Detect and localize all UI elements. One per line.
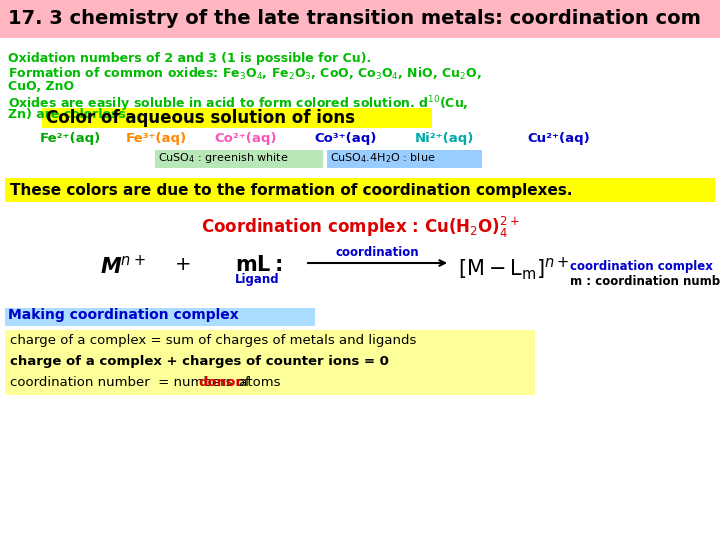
Text: Fe²⁺(aq): Fe²⁺(aq) bbox=[40, 132, 102, 145]
Text: +: + bbox=[175, 255, 192, 274]
Text: Color of aqueous solution of ions: Color of aqueous solution of ions bbox=[46, 109, 355, 127]
Text: donor: donor bbox=[199, 376, 243, 389]
Text: CuO, ZnO: CuO, ZnO bbox=[8, 80, 74, 93]
Bar bbox=[5, 330, 535, 395]
Text: 17. 3 chemistry of the late transition metals: coordination com: 17. 3 chemistry of the late transition m… bbox=[8, 10, 701, 29]
Bar bbox=[5, 308, 315, 326]
Text: atoms: atoms bbox=[235, 376, 280, 389]
Text: mL$\mathbf{:}$: mL$\mathbf{:}$ bbox=[235, 255, 282, 275]
Bar bbox=[327, 150, 482, 168]
Bar bbox=[155, 150, 323, 168]
Text: Coordination complex : Cu(H$_2$O)$_4^{2+}$: Coordination complex : Cu(H$_2$O)$_4^{2+… bbox=[201, 215, 519, 240]
Text: Oxidation numbers of 2 and 3 (1 is possible for Cu).: Oxidation numbers of 2 and 3 (1 is possi… bbox=[8, 52, 372, 65]
Text: Co²⁺(aq): Co²⁺(aq) bbox=[214, 132, 276, 145]
Text: coordination: coordination bbox=[336, 246, 419, 259]
Text: Making coordination complex: Making coordination complex bbox=[8, 308, 239, 322]
Text: Oxides are easily soluble in acid to form colored solution. d$^{10}$(Cu,: Oxides are easily soluble in acid to for… bbox=[8, 94, 469, 113]
Bar bbox=[0, 0, 720, 38]
Text: Ni²⁺(aq): Ni²⁺(aq) bbox=[415, 132, 474, 145]
Text: Cu²⁺(aq): Cu²⁺(aq) bbox=[527, 132, 590, 145]
Text: charge of a complex + charges of counter ions = 0: charge of a complex + charges of counter… bbox=[10, 355, 389, 368]
Text: m : coordination number: m : coordination number bbox=[570, 275, 720, 288]
Text: Zn) are colorless.: Zn) are colorless. bbox=[8, 108, 130, 121]
Text: M$^{n+}$: M$^{n+}$ bbox=[100, 255, 145, 278]
Bar bbox=[5, 178, 715, 202]
Text: charge of a complex = sum of charges of metals and ligands: charge of a complex = sum of charges of … bbox=[10, 334, 416, 347]
Text: $\left[\mathrm{M{\rm -}L_m}\right]^{n+}$: $\left[\mathrm{M{\rm -}L_m}\right]^{n+}$ bbox=[458, 255, 570, 282]
Text: Fe³⁺(aq): Fe³⁺(aq) bbox=[126, 132, 187, 145]
Text: Ligand: Ligand bbox=[235, 273, 279, 286]
Bar bbox=[42, 108, 432, 128]
Text: CuSO$_4$ : greenish white: CuSO$_4$ : greenish white bbox=[158, 151, 289, 165]
Text: Co³⁺(aq): Co³⁺(aq) bbox=[314, 132, 377, 145]
Text: coordination number  = numbers of: coordination number = numbers of bbox=[10, 376, 254, 389]
Text: Formation of common oxides: Fe$_3$O$_4$, Fe$_2$O$_3$, CoO, Co$_3$O$_4$, NiO, Cu$: Formation of common oxides: Fe$_3$O$_4$,… bbox=[8, 66, 482, 82]
Text: These colors are due to the formation of coordination complexes.: These colors are due to the formation of… bbox=[10, 183, 572, 198]
Text: CuSO$_4$.4H$_2$O : blue: CuSO$_4$.4H$_2$O : blue bbox=[330, 151, 436, 165]
Text: coordination complex: coordination complex bbox=[570, 260, 713, 273]
